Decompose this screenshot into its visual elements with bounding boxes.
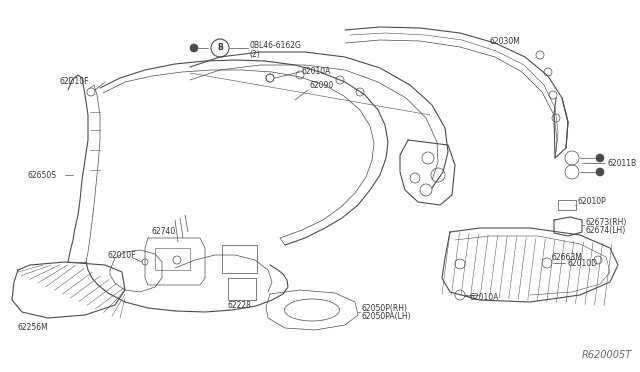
Text: 62010P: 62010P	[578, 198, 607, 206]
Text: 62D10F: 62D10F	[60, 77, 90, 87]
Circle shape	[596, 168, 604, 176]
Text: 62010A: 62010A	[301, 67, 330, 76]
Text: 62011B: 62011B	[608, 158, 637, 167]
Text: (2): (2)	[249, 49, 260, 58]
Text: 62090: 62090	[310, 80, 334, 90]
Text: 62663M: 62663M	[551, 253, 582, 263]
Text: R620005T: R620005T	[582, 350, 632, 360]
Text: 62650S: 62650S	[28, 170, 57, 180]
Text: 62050PA(LH): 62050PA(LH)	[362, 311, 412, 321]
Text: 62010A: 62010A	[470, 294, 499, 302]
Bar	[558, 200, 576, 210]
Text: 62050P(RH): 62050P(RH)	[362, 304, 408, 312]
Text: 62740: 62740	[152, 228, 176, 237]
Text: 62228: 62228	[228, 301, 252, 310]
Text: 62030M: 62030M	[490, 38, 521, 46]
Text: 62010F: 62010F	[108, 250, 136, 260]
Text: 62673(RH): 62673(RH)	[586, 218, 627, 227]
Text: 62010D: 62010D	[568, 259, 598, 267]
Bar	[155, 248, 190, 270]
Text: 62674(LH): 62674(LH)	[586, 225, 627, 234]
Text: 0BL46-6162G: 0BL46-6162G	[249, 42, 301, 51]
Bar	[222, 245, 257, 273]
Text: 62256M: 62256M	[18, 324, 49, 333]
Circle shape	[190, 44, 198, 52]
Text: B: B	[217, 44, 223, 52]
Circle shape	[596, 154, 604, 162]
Bar	[228, 278, 256, 300]
